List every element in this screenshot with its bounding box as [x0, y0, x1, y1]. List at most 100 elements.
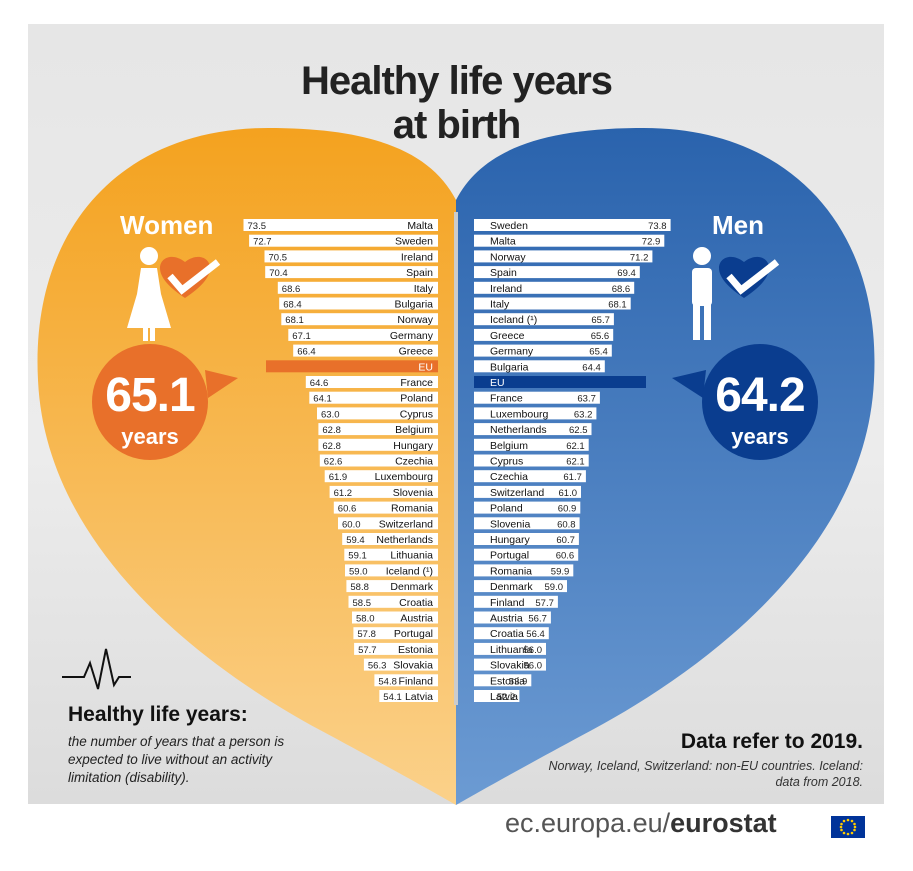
data-label: 60.9 — [558, 504, 577, 515]
data-label: 60.7 — [556, 535, 575, 546]
data-label: 62.1 — [566, 457, 585, 468]
bar — [474, 627, 549, 640]
country-label: Latvia — [405, 691, 433, 703]
bar — [474, 611, 551, 624]
data-label: 59.0 — [349, 566, 368, 577]
data-label: 58.8 — [350, 582, 369, 593]
bar — [474, 360, 605, 373]
bar — [474, 658, 546, 671]
data-label: 59.9 — [551, 566, 570, 577]
women-eu-unit: years — [121, 424, 179, 449]
country-label: Switzerland — [379, 518, 433, 530]
country-label: Portugal — [490, 550, 529, 562]
country-label: Netherlands — [490, 424, 547, 436]
definition-text: the number of years that a person is exp… — [68, 734, 285, 785]
country-label: Poland — [490, 503, 523, 515]
data-label: 61.2 — [334, 488, 353, 499]
data-label: 71.2 — [630, 252, 649, 263]
bar — [277, 281, 438, 294]
country-label: Malta — [407, 220, 433, 232]
data-label: 68.4 — [283, 300, 302, 311]
bar — [474, 313, 614, 326]
data-label: 64.1 — [313, 394, 332, 405]
eu-flag-icon — [831, 816, 865, 838]
data-label: 72.7 — [253, 237, 272, 248]
bar — [474, 564, 574, 577]
data-label: 62.1 — [566, 441, 585, 452]
bar — [474, 595, 558, 608]
country-label: Norway — [490, 251, 526, 263]
bar — [265, 266, 438, 279]
bar — [474, 344, 612, 357]
data-label: 70.5 — [269, 252, 288, 263]
bar — [281, 313, 438, 326]
bar — [474, 234, 665, 247]
country-label: Ireland — [490, 283, 522, 295]
bar — [353, 627, 438, 640]
bar — [474, 297, 631, 310]
country-label: Sweden — [490, 220, 528, 232]
data-label: 56.0 — [524, 661, 543, 672]
data-label: 62.8 — [322, 441, 341, 452]
bar — [279, 297, 438, 310]
data-label: 72.9 — [642, 237, 661, 248]
heart-check-icon — [160, 256, 221, 298]
data-label: 68.1 — [285, 315, 304, 326]
country-label: Hungary — [490, 534, 530, 546]
country-label: Czechia — [395, 456, 433, 468]
men-eu-unit: years — [731, 424, 789, 449]
data-label: 62.5 — [569, 425, 588, 436]
bar — [243, 219, 438, 231]
eu-bar — [266, 360, 438, 373]
country-label: Cyprus — [400, 408, 433, 420]
country-label: Austria — [400, 613, 433, 625]
eu-bar — [474, 376, 646, 388]
men-eu-value: 64.2 — [715, 369, 805, 422]
bar — [474, 438, 589, 451]
country-label: Finland — [490, 597, 525, 609]
bar — [288, 328, 438, 341]
man-icon — [692, 247, 712, 340]
bar — [474, 642, 546, 655]
data-label: 57.8 — [357, 629, 376, 640]
country-label: Iceland (¹) — [490, 314, 537, 326]
data-label: 52.2 — [497, 692, 516, 703]
source-link[interactable]: ec.europa.eu/eurostat — [505, 808, 777, 839]
bar — [329, 485, 438, 498]
bar — [474, 328, 614, 341]
title-line-1: Healthy life years — [300, 59, 613, 103]
country-label: Spain — [406, 267, 433, 279]
men-eu-bubble — [672, 344, 818, 460]
country-label: Italy — [490, 299, 510, 311]
bar — [338, 517, 438, 530]
country-label: Greece — [490, 330, 525, 342]
data-label: 60.6 — [338, 504, 357, 515]
country-label: Slovakia — [490, 660, 530, 672]
bar — [348, 595, 438, 608]
country-label: Iceland (¹) — [386, 565, 433, 577]
bar — [474, 517, 580, 530]
men-bars: Sweden 73.8 Malta 72.9 Norway 71.2 Spain 69.4 Ir… — [474, 219, 671, 703]
data-label: 64.4 — [582, 362, 601, 373]
country-label: Luxembourg — [375, 471, 434, 483]
bar — [249, 234, 438, 247]
data-label: 64.6 — [310, 378, 329, 389]
bar — [354, 642, 438, 655]
country-label: Estonia — [398, 644, 433, 656]
women-eu-bubble — [92, 344, 238, 460]
country-label: Cyprus — [490, 456, 523, 468]
country-label: Belgium — [490, 440, 528, 452]
bar — [474, 250, 653, 263]
bar — [474, 690, 520, 702]
bar — [474, 470, 586, 483]
heartbeat-icon — [62, 648, 131, 690]
country-label: Czechia — [490, 471, 528, 483]
data-label: 69.4 — [617, 268, 636, 279]
bar — [342, 533, 438, 545]
data-label: 57.7 — [358, 645, 377, 656]
country-label: Norway — [397, 314, 433, 326]
country-label: Romania — [490, 565, 532, 577]
country-label: Hungary — [393, 440, 433, 452]
data-label: 53.9 — [509, 676, 528, 687]
